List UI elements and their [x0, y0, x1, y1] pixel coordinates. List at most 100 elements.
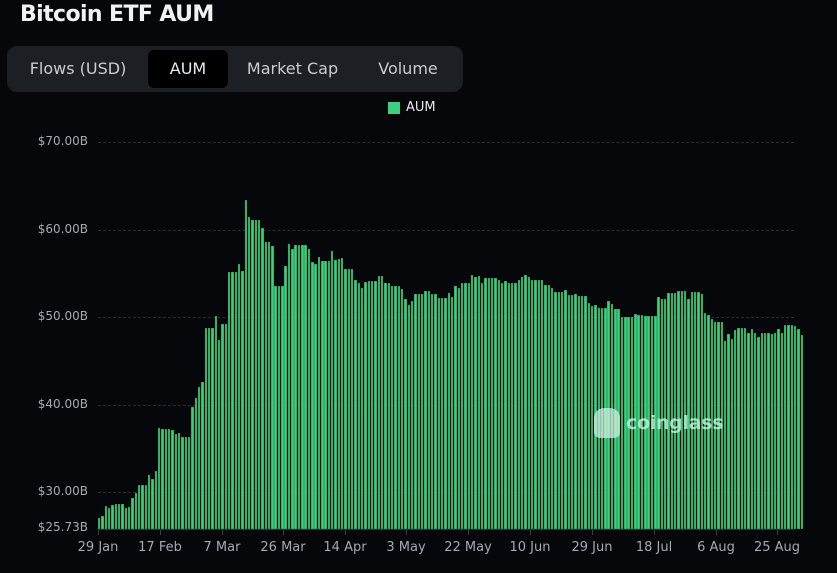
aum-bar[interactable] [381, 275, 384, 529]
aum-bar[interactable] [744, 328, 747, 529]
tab-flows-usd[interactable]: Flows (USD) [29, 59, 127, 78]
aum-bar[interactable] [287, 244, 291, 529]
aum-bar[interactable] [447, 293, 451, 529]
aum-bar[interactable] [730, 338, 734, 529]
aum-bar[interactable] [101, 516, 104, 529]
aum-bar[interactable] [174, 433, 177, 529]
aum-bar[interactable] [757, 336, 760, 529]
aum-bar[interactable] [570, 294, 574, 529]
aum-bar[interactable] [793, 325, 797, 529]
aum-bar[interactable] [307, 248, 311, 529]
aum-bar[interactable] [331, 251, 334, 529]
aum-bar[interactable] [724, 341, 727, 529]
aum-bar[interactable] [470, 274, 474, 529]
aum-bar[interactable] [334, 260, 337, 529]
aum-bar[interactable] [777, 329, 780, 529]
aum-bar[interactable] [157, 427, 161, 529]
aum-bar[interactable] [171, 429, 174, 529]
aum-bar[interactable] [147, 475, 151, 529]
aum-bar[interactable] [127, 506, 131, 529]
aum-bar[interactable] [234, 272, 237, 529]
aum-bar[interactable] [194, 398, 197, 529]
aum-bar[interactable] [417, 294, 421, 529]
aum-bar[interactable] [301, 245, 304, 529]
aum-bar[interactable] [107, 508, 111, 529]
aum-bar[interactable] [404, 299, 407, 529]
aum-bar[interactable] [773, 333, 777, 529]
aum-bar[interactable] [181, 436, 184, 529]
aum-bar[interactable] [734, 329, 737, 529]
aum-bar[interactable] [377, 275, 381, 529]
aum-bar[interactable] [207, 328, 211, 529]
aum-bar[interactable] [111, 504, 114, 529]
aum-bar[interactable] [767, 332, 770, 529]
aum-bar[interactable] [567, 294, 570, 529]
aum-bar[interactable] [224, 323, 227, 529]
aum-bar[interactable] [154, 470, 157, 529]
aum-bar[interactable] [284, 266, 287, 529]
aum-bar[interactable] [221, 323, 224, 529]
aum-bar[interactable] [737, 328, 740, 529]
aum-bar[interactable] [151, 479, 154, 529]
aum-bar[interactable] [800, 335, 804, 529]
aum-bar[interactable] [311, 261, 314, 529]
aum-bar[interactable] [211, 328, 214, 529]
aum-bar[interactable] [257, 219, 261, 529]
aum-bar[interactable] [450, 296, 454, 529]
aum-bar[interactable] [524, 274, 527, 529]
aum-bar[interactable] [574, 294, 577, 529]
aum-bar[interactable] [131, 497, 134, 529]
tab-market-cap[interactable]: Market Cap [246, 59, 339, 78]
aum-bar[interactable] [434, 294, 437, 529]
aum-bar[interactable] [560, 292, 564, 529]
aum-bar[interactable] [344, 268, 347, 529]
aum-bar[interactable] [590, 306, 594, 529]
aum-bar[interactable] [184, 436, 187, 529]
aum-bar[interactable] [267, 241, 271, 529]
aum-bar[interactable] [740, 328, 744, 529]
aum-bar[interactable] [237, 264, 241, 529]
aum-bar[interactable] [407, 305, 411, 529]
aum-bar[interactable] [444, 297, 447, 529]
aum-bar[interactable] [204, 328, 207, 529]
aum-bar[interactable] [321, 260, 324, 529]
aum-bar[interactable] [164, 428, 167, 529]
aum-bar[interactable] [427, 291, 431, 529]
aum-bar[interactable] [254, 219, 257, 529]
aum-bar[interactable] [727, 334, 730, 529]
aum-bar[interactable] [557, 292, 560, 529]
aum-bar[interactable] [217, 340, 221, 529]
aum-bar[interactable] [167, 428, 171, 529]
aum-bar[interactable] [747, 333, 750, 529]
aum-bar[interactable] [790, 324, 794, 529]
aum-bar[interactable] [431, 294, 434, 529]
aum-bar[interactable] [760, 332, 764, 529]
aum-bar[interactable] [294, 245, 297, 529]
aum-bar[interactable] [231, 272, 234, 529]
aum-bar[interactable] [750, 329, 754, 529]
aum-bar[interactable] [121, 503, 124, 529]
aum-bar[interactable] [227, 272, 231, 529]
aum-bar[interactable] [787, 324, 790, 529]
aum-bar[interactable] [244, 199, 247, 529]
aum-bar[interactable] [304, 245, 307, 529]
aum-bar[interactable] [98, 517, 101, 529]
aum-bar[interactable] [261, 227, 264, 529]
aum-bar[interactable] [351, 268, 354, 529]
aum-bar[interactable] [314, 264, 317, 529]
tab-aum[interactable]: AUM [148, 50, 228, 88]
aum-bar[interactable] [117, 503, 121, 529]
aum-bar[interactable] [191, 406, 194, 529]
aum-bar[interactable] [104, 505, 108, 529]
aum-bar[interactable] [291, 248, 294, 529]
aum-bar[interactable] [177, 433, 181, 529]
aum-bar[interactable] [414, 294, 417, 529]
aum-bar[interactable] [324, 260, 327, 529]
aum-bar[interactable] [783, 324, 787, 529]
aum-bar[interactable] [347, 268, 351, 529]
aum-bar[interactable] [440, 297, 444, 529]
aum-bar[interactable] [327, 260, 331, 529]
aum-bar[interactable] [341, 258, 344, 529]
aum-bar[interactable] [764, 332, 767, 529]
aum-bar[interactable] [124, 508, 128, 529]
